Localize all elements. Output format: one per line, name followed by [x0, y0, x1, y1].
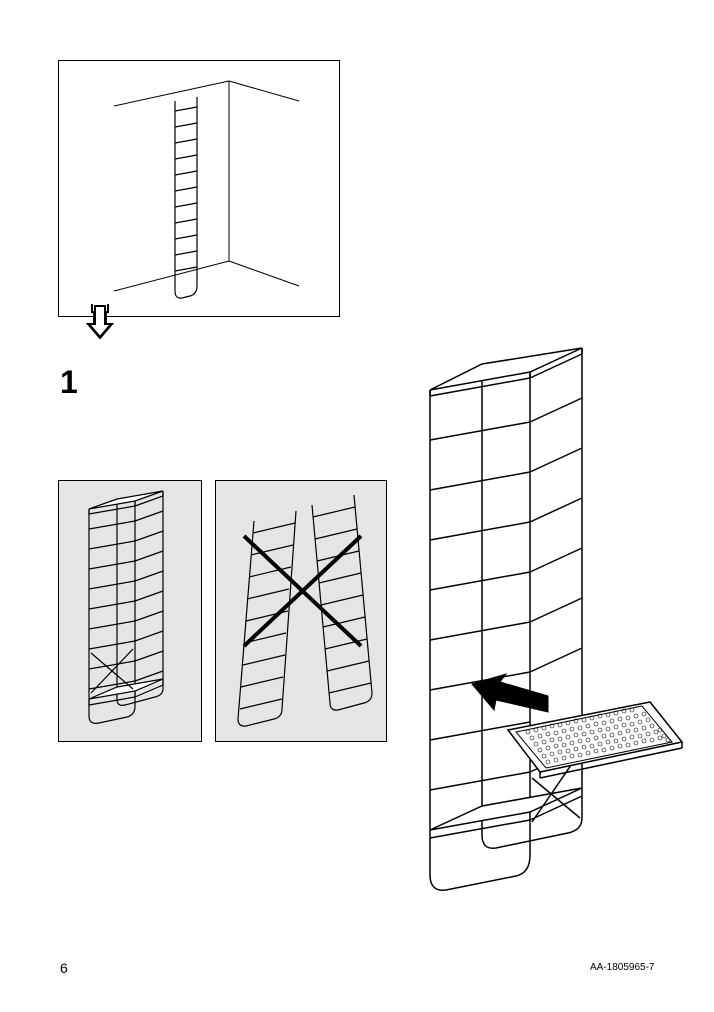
mesh-shelf-icon — [508, 702, 682, 778]
page-number: 6 — [60, 960, 68, 976]
correct-assembly-panel — [58, 480, 202, 742]
wrong-unit-illustration — [216, 481, 386, 741]
main-assembly-illustration — [400, 340, 690, 920]
cross-mark-icon — [244, 536, 361, 646]
top-context-panel — [58, 60, 340, 317]
down-arrow-icon — [86, 302, 116, 342]
room-corner-illustration — [59, 61, 339, 316]
step-number: 1 — [60, 364, 78, 401]
incorrect-assembly-panel — [215, 480, 387, 742]
page: 1 — [0, 0, 714, 1012]
document-code: AA-1805965-7 — [590, 962, 655, 973]
correct-unit-illustration — [59, 481, 201, 741]
